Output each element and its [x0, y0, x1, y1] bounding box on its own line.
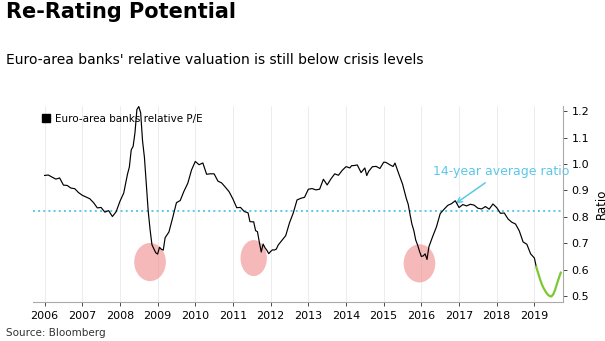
Ellipse shape: [404, 244, 436, 282]
Ellipse shape: [134, 243, 166, 281]
Legend: Euro-area banks relative P/E: Euro-area banks relative P/E: [39, 111, 206, 127]
Text: Re-Rating Potential: Re-Rating Potential: [6, 2, 236, 22]
Text: Euro-area banks' relative valuation is still below crisis levels: Euro-area banks' relative valuation is s…: [6, 53, 424, 67]
Y-axis label: Ratio: Ratio: [595, 189, 605, 219]
Ellipse shape: [241, 240, 267, 276]
Text: Source: Bloomberg: Source: Bloomberg: [6, 328, 106, 338]
Text: 14-year average ratio: 14-year average ratio: [433, 165, 569, 203]
